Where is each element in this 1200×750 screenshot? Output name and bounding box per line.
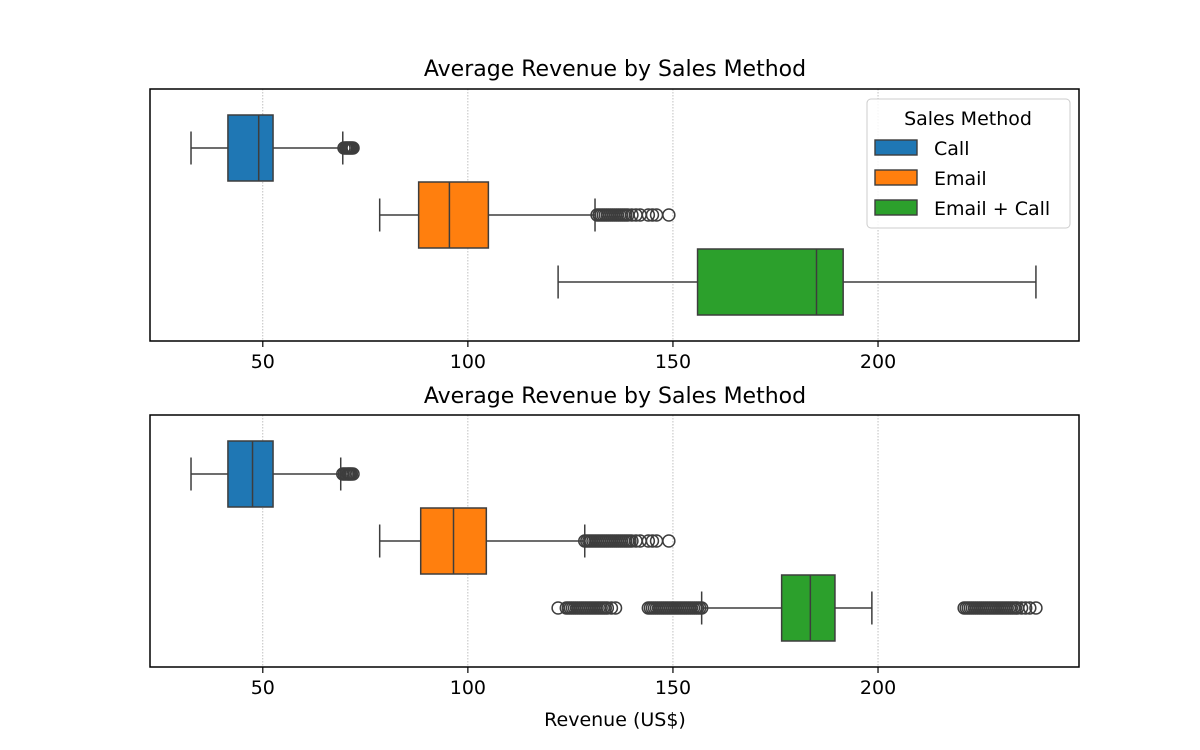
legend-swatch-email [874,169,918,186]
outlier-point [625,208,639,222]
outlier-point [641,208,656,222]
bottom-plot-frame [149,414,1080,668]
outlier-point [604,601,619,615]
top-x-tick-label: 200 [860,351,896,373]
top-chart-panel: Average Revenue by Sales Method 50 100 150… [149,57,1080,373]
top-x-axis-ticks: 50 100 150 200 [251,341,896,373]
bottom-x-tick-label: 100 [450,677,486,699]
top-x-tick-label: 150 [655,351,691,373]
iqr-box [227,440,274,508]
outlier-point [600,601,615,615]
bottom-box-call [190,440,360,508]
bottom-chart-panel: Average Revenue by Sales Method 50 100 150… [149,384,1080,731]
outlier-point [694,601,709,615]
iqr-box [227,114,274,182]
outlier-point [1029,601,1043,615]
iqr-box [780,574,836,642]
legend-title: Sales Method [904,108,1032,130]
legend-label-call: Call [934,138,969,160]
outlier-point [645,534,660,548]
top-x-tick-label: 50 [251,351,275,373]
bottom-chart-title: Average Revenue by Sales Method [424,384,806,409]
top-boxplots [190,114,1037,316]
bottom-x-tick-label: 150 [655,677,691,699]
outlier-point [608,601,623,615]
top-box-call [190,114,360,182]
bottom-box-email-call [551,574,1043,642]
outlier-point [625,534,639,548]
top-chart-title: Average Revenue by Sales Method [424,57,806,82]
outlier-point [641,534,656,548]
legend-frame [866,98,1071,229]
legend-swatch-email-call [874,199,918,216]
top-x-tick-label: 100 [450,351,486,373]
bottom-x-tick-label: 200 [860,677,896,699]
top-box-email-call [557,248,1037,316]
outlier-point [346,141,360,155]
outlier-point [1014,601,1029,615]
outlier-point [662,534,676,548]
legend-label-email: Email [934,168,987,190]
outlier-point [645,208,660,222]
outlier-point [1023,601,1037,615]
legend: Sales Method Call Email Email + Call [866,98,1071,229]
bottom-x-axis-ticks: 50 100 150 200 [251,667,896,699]
legend-swatch-call [874,139,918,156]
top-box-email [378,181,676,249]
bottom-boxplots [190,440,1043,642]
bottom-x-axis-label: Revenue (US$) [544,709,686,731]
outlier-point [1018,601,1033,615]
bottom-box-email [378,507,676,575]
iqr-box [417,181,490,249]
legend-label-email-call: Email + Call [934,198,1050,220]
iqr-box [696,248,844,316]
outlier-point [346,467,360,481]
top-plot-frame [149,88,1080,342]
outlier-point [662,208,676,222]
bottom-x-tick-label: 50 [251,677,275,699]
